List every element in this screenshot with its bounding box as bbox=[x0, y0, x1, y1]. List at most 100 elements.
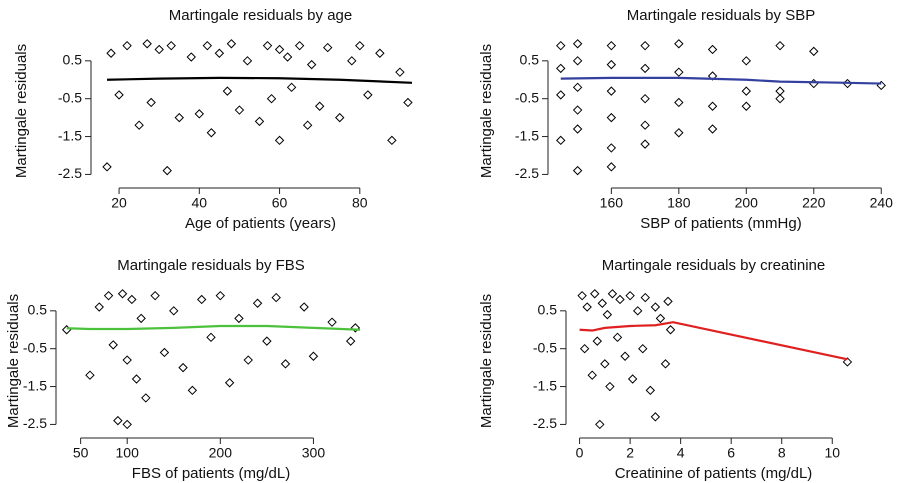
x-tick-label: 10 bbox=[824, 445, 840, 461]
data-point bbox=[114, 90, 124, 100]
data-point bbox=[254, 116, 265, 127]
x-axis-label: SBP of patients (mmHg) bbox=[640, 215, 801, 232]
data-point bbox=[775, 86, 785, 96]
x-tick-label: 100 bbox=[116, 445, 140, 461]
data-point bbox=[234, 105, 245, 115]
data-point bbox=[178, 362, 188, 373]
data-point bbox=[146, 97, 156, 108]
x-tick-label: 200 bbox=[735, 195, 759, 211]
panel-title: Martingale residuals by SBP bbox=[627, 7, 815, 24]
data-point bbox=[579, 343, 590, 354]
y-tick-label: 0.5 bbox=[28, 302, 48, 318]
x-tick-label: 4 bbox=[677, 445, 685, 461]
data-point bbox=[674, 97, 684, 108]
panel: Martingale residuals by FBS FBS of patien… bbox=[5, 257, 361, 482]
data-point bbox=[605, 381, 615, 392]
x-tick-label: 180 bbox=[667, 195, 691, 211]
data-point bbox=[222, 86, 233, 96]
data-point bbox=[131, 374, 142, 384]
y-tick-label: 0.5 bbox=[63, 52, 83, 68]
data-point bbox=[286, 82, 297, 93]
x-tick-label: 200 bbox=[209, 445, 233, 461]
data-point bbox=[142, 39, 152, 49]
data-point bbox=[572, 124, 583, 134]
data-point bbox=[150, 290, 160, 301]
data-point bbox=[61, 325, 72, 335]
data-point bbox=[640, 120, 650, 130]
data-point bbox=[741, 56, 752, 66]
data-point bbox=[741, 86, 752, 96]
data-point bbox=[606, 112, 617, 123]
data-point bbox=[136, 313, 146, 324]
data-point bbox=[387, 135, 397, 146]
data-point bbox=[169, 306, 179, 316]
data-point bbox=[141, 393, 151, 403]
data-point bbox=[271, 292, 281, 303]
data-point bbox=[809, 46, 819, 57]
x-tick-label: 60 bbox=[272, 195, 288, 211]
data-point bbox=[280, 359, 291, 369]
y-axis-label: Martingale residuals bbox=[5, 294, 22, 428]
y-tick-label: -0.5 bbox=[23, 339, 47, 355]
data-point bbox=[556, 63, 566, 74]
data-point bbox=[134, 120, 144, 130]
data-point bbox=[94, 302, 104, 312]
panel-title: Martingale residuals by age bbox=[169, 7, 352, 24]
y-tick-label: -1.5 bbox=[23, 377, 47, 393]
data-point bbox=[322, 42, 333, 53]
x-axis-label: Creatinine of patients (mg/dL) bbox=[615, 465, 813, 482]
data-point bbox=[572, 105, 583, 115]
data-point bbox=[106, 48, 116, 58]
data-point bbox=[741, 101, 752, 111]
data-point bbox=[113, 415, 123, 426]
panel-title: Martingale residuals by creatinine bbox=[602, 257, 825, 274]
x-tick-label: 80 bbox=[352, 195, 368, 211]
data-point bbox=[202, 40, 213, 51]
data-point bbox=[226, 39, 237, 49]
data-point bbox=[347, 56, 357, 66]
data-point bbox=[625, 290, 635, 301]
data-point bbox=[809, 78, 819, 89]
data-point bbox=[262, 336, 272, 346]
panel: Martingale residuals by age Age of patien… bbox=[13, 7, 413, 232]
data-point bbox=[308, 351, 319, 361]
data-point bbox=[556, 90, 566, 100]
data-point bbox=[215, 290, 226, 301]
y-tick-label: -1.5 bbox=[533, 377, 557, 393]
data-point bbox=[154, 44, 164, 55]
data-point bbox=[572, 39, 583, 49]
y-tick-label: -2.5 bbox=[515, 165, 539, 181]
data-point bbox=[234, 313, 244, 324]
data-point bbox=[638, 343, 648, 354]
y-tick-label: 0.5 bbox=[520, 52, 540, 68]
y-axis-label: Martingale residuals bbox=[13, 44, 30, 178]
data-point bbox=[607, 289, 618, 299]
data-point bbox=[122, 355, 132, 365]
data-point bbox=[187, 385, 198, 396]
data-point bbox=[627, 374, 638, 384]
data-point bbox=[85, 370, 95, 380]
x-axis-label: FBS of patients (mg/dL) bbox=[132, 465, 290, 482]
data-point bbox=[572, 56, 583, 66]
data-point bbox=[214, 48, 225, 58]
data-point bbox=[595, 419, 605, 430]
data-point bbox=[640, 292, 650, 303]
data-point bbox=[572, 165, 583, 176]
data-point bbox=[615, 294, 625, 305]
data-point bbox=[842, 357, 853, 367]
y-tick-label: -1.5 bbox=[58, 127, 82, 143]
data-point bbox=[632, 306, 643, 316]
data-point bbox=[345, 336, 356, 346]
data-point bbox=[102, 162, 112, 172]
x-axis-label: Age of patients (years) bbox=[185, 215, 336, 232]
y-tick-label: 0.5 bbox=[538, 302, 558, 318]
data-point bbox=[335, 112, 345, 123]
data-point bbox=[606, 59, 617, 70]
data-point bbox=[403, 97, 413, 108]
smooth-line bbox=[579, 321, 848, 361]
smooth-line bbox=[560, 76, 882, 85]
x-tick-label: 220 bbox=[802, 195, 826, 211]
data-point bbox=[252, 298, 263, 308]
data-point bbox=[606, 143, 617, 153]
data-point bbox=[375, 48, 385, 58]
